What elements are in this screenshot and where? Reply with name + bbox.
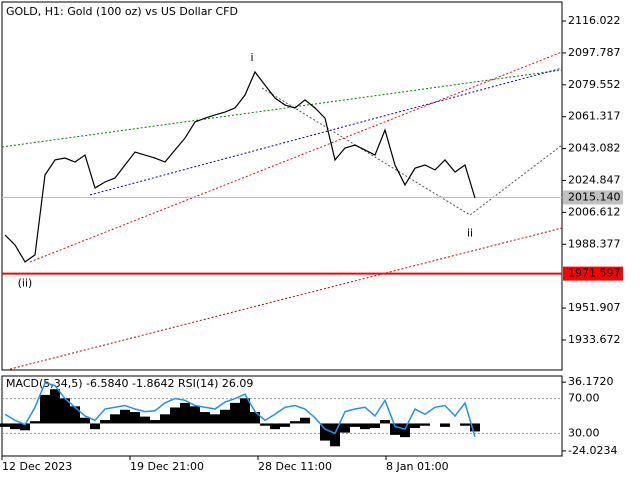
macd-bar (350, 423, 360, 427)
x-tick-label: 19 Dec 21:00 (130, 460, 204, 473)
x-tick-label: 8 Jan 01:00 (386, 460, 449, 473)
macd-bar (210, 414, 220, 424)
y-tick-label: 2006.612 (568, 205, 621, 218)
macd-bar (380, 420, 390, 424)
macd-bar (340, 423, 350, 433)
y-tick-label: 1951.907 (568, 301, 621, 314)
y-tick-label: 2116.022 (568, 14, 621, 27)
macd-bar (30, 421, 40, 424)
trendline (89, 67, 563, 196)
macd-bar (230, 402, 240, 424)
y2-tick-label: 30.00 (568, 426, 600, 439)
macd-bar (330, 423, 340, 447)
macd-bar (110, 414, 120, 424)
macd-bar (170, 407, 180, 424)
macd-bar (160, 414, 170, 424)
macd-bar (470, 423, 480, 432)
macd-bar (80, 417, 90, 424)
macd-bar (240, 398, 250, 424)
macd-bar (70, 406, 80, 424)
trendline (29, 51, 563, 263)
trendline (9, 227, 563, 370)
macd-bar (360, 423, 370, 430)
macd-bar (440, 423, 450, 427)
y-tick-label: 2043.082 (568, 142, 621, 155)
price-line (4, 70, 476, 263)
macd-bar (60, 398, 70, 424)
macd-bar (270, 423, 280, 430)
macd-bar (400, 423, 410, 438)
level-box (563, 266, 623, 281)
macd-bar (150, 420, 160, 424)
macd-bar (320, 423, 330, 441)
rsi-line (4, 381, 476, 438)
x-tick-label: 28 Dec 11:00 (258, 460, 332, 473)
macd-bar (50, 389, 60, 424)
y-tick-label: 1988.377 (568, 237, 621, 250)
macd-bar (20, 423, 30, 431)
wave-label: ii (467, 227, 473, 240)
y2-tick-label: 70.00 (568, 392, 600, 405)
y-tick-label: -24.0234 (568, 444, 617, 457)
y-tick-label: 1933.672 (568, 333, 621, 346)
macd-bar (260, 423, 270, 426)
y-tick-label: 2097.787 (568, 46, 621, 59)
macd-bar (190, 406, 200, 424)
y-tick-label: 2061.317 (568, 110, 621, 123)
level-label: 1971.597 (568, 267, 621, 280)
macd-bar (280, 423, 290, 427)
macd-bar (370, 423, 380, 429)
y-tick-label: 2079.552 (568, 78, 621, 91)
x-tick-label: 12 Dec 2023 (2, 460, 72, 473)
chart-title: GOLD, H1: Gold (100 oz) vs US Dollar CFD (6, 5, 238, 18)
trendline (261, 87, 563, 216)
macd-bar (290, 421, 300, 424)
macd-bar (200, 412, 210, 424)
macd-bar (100, 420, 110, 424)
y-tick-label: 36.1720 (568, 375, 614, 388)
macd-bar (120, 409, 130, 424)
macd-bar (220, 409, 230, 424)
macd-bar (130, 412, 140, 424)
macd-bar (410, 423, 420, 429)
last-price-box (563, 190, 623, 205)
sub-frame (1, 375, 563, 457)
macd-bar (390, 423, 400, 435)
indicator-title: MACD(5,34,5) -6.5840 -1.8642 RSI(14) 26.… (6, 377, 253, 390)
macd-bar (10, 423, 20, 430)
last-price-label: 2015.140 (568, 190, 621, 203)
macd-bar (250, 412, 260, 424)
wave-label: i (250, 51, 253, 64)
macd-bar (420, 423, 430, 426)
macd-bar (0, 423, 10, 427)
macd-bar (90, 423, 100, 430)
macd-bar (140, 416, 150, 424)
macd-bar (180, 402, 190, 424)
wave-label: (ii) (18, 276, 33, 289)
y-tick-label: 2024.847 (568, 173, 621, 186)
macd-bar (40, 394, 50, 424)
main-frame (1, 1, 563, 371)
macd-bar (300, 417, 310, 424)
macd-bar (460, 423, 470, 426)
